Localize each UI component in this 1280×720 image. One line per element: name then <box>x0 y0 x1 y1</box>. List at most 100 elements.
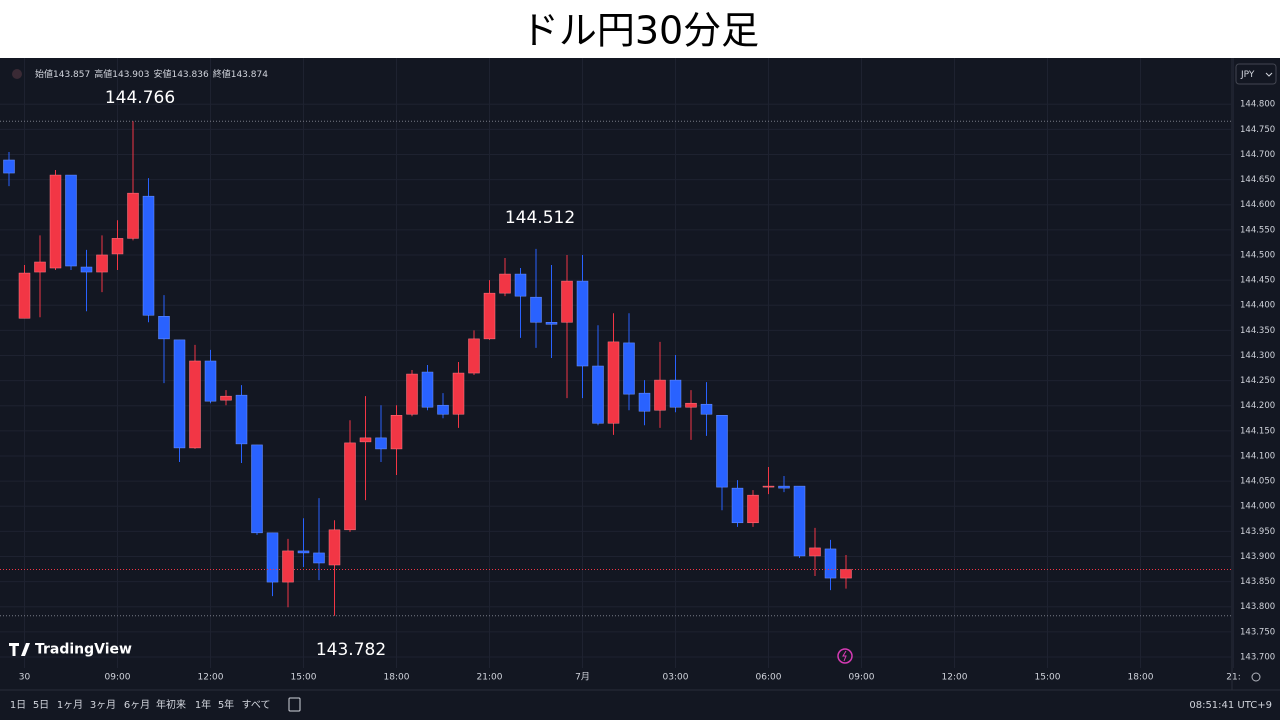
candle-body <box>127 192 139 239</box>
candle-body <box>406 373 418 415</box>
range-button[interactable]: 3ヶ月 <box>90 699 116 711</box>
annotation-label: 144.512 <box>505 208 575 228</box>
candle-body <box>499 273 511 294</box>
y-tick-label: 144.100 <box>1240 451 1275 461</box>
candle-body <box>34 261 46 273</box>
candle-body <box>328 529 341 566</box>
ohlc-label: 高値 <box>94 68 112 80</box>
candle-body <box>514 273 527 297</box>
candle-body <box>49 174 62 269</box>
settings-icon[interactable] <box>1251 672 1261 682</box>
candle-body <box>158 316 170 340</box>
alert-bolt <box>842 650 847 662</box>
y-tick-label: 144.500 <box>1240 250 1275 260</box>
range-button[interactable]: 1日 <box>10 700 26 711</box>
y-tick-label: 144.700 <box>1240 150 1275 160</box>
candle-body <box>700 403 713 415</box>
candle-body <box>96 254 108 273</box>
candle-body <box>716 415 728 488</box>
x-tick-label: 21:00 <box>477 673 503 683</box>
clock: 08:51:41 UTC+9 <box>1189 700 1272 711</box>
candle-body <box>251 444 263 534</box>
y-tick-label: 143.750 <box>1240 627 1275 637</box>
x-tick-label: 03:00 <box>663 673 689 683</box>
candle-body <box>731 487 744 524</box>
range-button[interactable]: すべて <box>242 699 271 711</box>
candle-body <box>220 395 232 401</box>
candle-body <box>824 548 837 579</box>
y-tick-label: 143.800 <box>1240 602 1275 612</box>
ohlc-label: 安値 <box>153 68 171 80</box>
dropdown-caret <box>1265 72 1273 77</box>
candle-body <box>638 392 651 412</box>
candle-body <box>297 550 310 554</box>
y-tick-label: 144.600 <box>1240 200 1275 210</box>
annotation-label: 143.782 <box>316 640 386 660</box>
range-button[interactable]: 5日 <box>33 700 49 711</box>
candle-body <box>685 402 697 408</box>
x-tick-label: 12:00 <box>198 673 224 683</box>
candle-body <box>359 437 372 443</box>
range-button[interactable]: 年初来 <box>156 698 186 711</box>
title-area <box>0 0 1280 58</box>
chart-title: ドル円30分足 <box>521 9 759 53</box>
ohlc-label: 始値 <box>35 68 53 80</box>
symbol-icon <box>12 69 22 79</box>
range-button[interactable]: 5年 <box>218 698 234 711</box>
candle-body <box>437 404 449 415</box>
candle-body <box>654 379 666 411</box>
y-tick-label: 144.250 <box>1240 376 1275 386</box>
candle-body <box>530 296 542 323</box>
candle-body <box>483 292 496 340</box>
candle-body <box>592 365 604 424</box>
candle-body <box>3 159 15 174</box>
candle-body <box>561 280 573 323</box>
toolbar: 1日 5日 1ヶ月 3ヶ月 6ヶ月 年初来 1年 5年 すべて 08:51:41 UTC+9 <box>10 698 1272 711</box>
candle-body <box>142 195 155 316</box>
ohlc-value: 143.903 <box>112 70 149 80</box>
candle-body <box>607 341 620 424</box>
range-button[interactable]: 6ヶ月 <box>124 699 150 711</box>
candle-body <box>840 569 852 579</box>
candle-body <box>421 371 434 408</box>
date-range-icon[interactable] <box>288 697 301 712</box>
candle-body <box>623 342 635 395</box>
candle-body <box>452 372 465 415</box>
candle-body <box>747 494 759 524</box>
candle-body <box>204 360 217 402</box>
x-tick-label: 15:00 <box>291 673 317 683</box>
ohlc-label: 終値 <box>213 68 231 80</box>
candle-body <box>344 442 356 531</box>
x-tick-label: 09:00 <box>849 673 875 683</box>
x-tick-label: 18:00 <box>384 673 410 683</box>
candle-body <box>80 266 93 273</box>
candle-body <box>313 552 325 564</box>
x-tick-label: 12:00 <box>942 673 968 683</box>
y-tick-label: 144.200 <box>1240 401 1275 411</box>
candle-body <box>282 550 294 583</box>
x-tick-label: 18:00 <box>1128 673 1154 683</box>
range-button[interactable]: 1ヶ月 <box>57 699 83 711</box>
candle-body <box>809 547 821 557</box>
candle-body <box>18 272 31 319</box>
alert-icon[interactable] <box>837 648 853 664</box>
y-tick-label: 144.450 <box>1240 276 1275 286</box>
candle-body <box>669 379 682 408</box>
currency-dropdown[interactable] <box>1235 63 1277 85</box>
candle-body <box>468 338 480 374</box>
y-tick-label: 143.850 <box>1240 577 1275 587</box>
candle-body <box>576 280 589 367</box>
x-tick-label: 21: <box>1226 673 1240 683</box>
ohlc-value: 143.874 <box>231 70 268 80</box>
candle-body <box>375 437 387 450</box>
y-tick-label: 144.300 <box>1240 351 1275 361</box>
ohlc-legend: 始値143.857 高値143.903 安値143.836 終値143.874 <box>35 68 268 80</box>
x-tick-label: 06:00 <box>756 673 782 683</box>
range-button[interactable]: 1年 <box>195 698 211 711</box>
candle-body <box>762 485 775 488</box>
currency-label: JPY <box>1240 70 1255 80</box>
candle-body <box>111 238 124 255</box>
y-tick-label: 144.050 <box>1240 477 1275 487</box>
